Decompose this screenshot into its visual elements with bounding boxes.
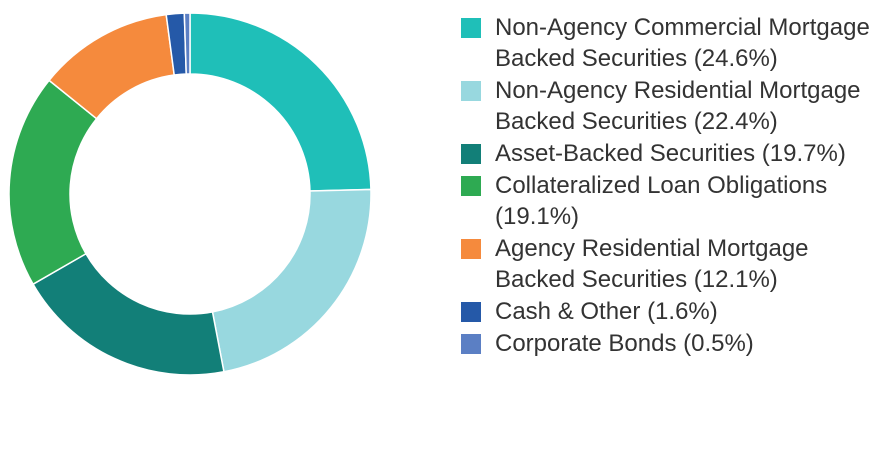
- legend-swatch: [461, 302, 481, 323]
- legend-swatch: [461, 175, 481, 196]
- legend-label: Collateralized Loan Obligations (19.1%): [495, 171, 828, 231]
- donut-slice: [211, 188, 372, 373]
- legend-swatch: [461, 18, 481, 38]
- legend-item: Collateralized Loan Obligations (19.1%): [461, 170, 895, 233]
- legend-label: Agency Residential Mortgage Backed Secur…: [495, 235, 809, 294]
- legend-label: Non-Agency Residential Mortgage Backed S…: [495, 77, 861, 136]
- legend-swatch: [461, 333, 481, 354]
- legend-item: Cash & Other (1.6%): [461, 296, 895, 327]
- legend-swatch: [461, 239, 481, 260]
- legend-item: Non-Agency Residential Mortgage Backed S…: [461, 75, 895, 138]
- legend-label: Corporate Bonds (0.5%): [495, 329, 754, 357]
- donut-slice: [183, 12, 191, 75]
- legend-item: Corporate Bonds (0.5%): [461, 328, 895, 359]
- legend: Non-Agency Commercial Mortgage Backed Se…: [461, 12, 895, 360]
- donut-slice: [32, 252, 225, 376]
- legend-swatch: [461, 81, 481, 102]
- legend-label: Asset-Backed Securities (19.7%): [495, 140, 846, 168]
- donut-slice: [8, 79, 98, 286]
- legend-item: Non-Agency Commercial Mortgage Backed Se…: [461, 12, 895, 75]
- legend-label: Cash & Other (1.6%): [495, 298, 718, 326]
- donut-slice: [189, 12, 372, 192]
- legend-swatch: [461, 144, 481, 165]
- legend-item: Asset-Backed Securities (19.7%): [461, 138, 895, 169]
- legend-item: Agency Residential Mortgage Backed Secur…: [461, 233, 895, 296]
- chart: [8, 12, 372, 376]
- legend-label: Non-Agency Commercial Mortgage Backed Se…: [495, 14, 870, 73]
